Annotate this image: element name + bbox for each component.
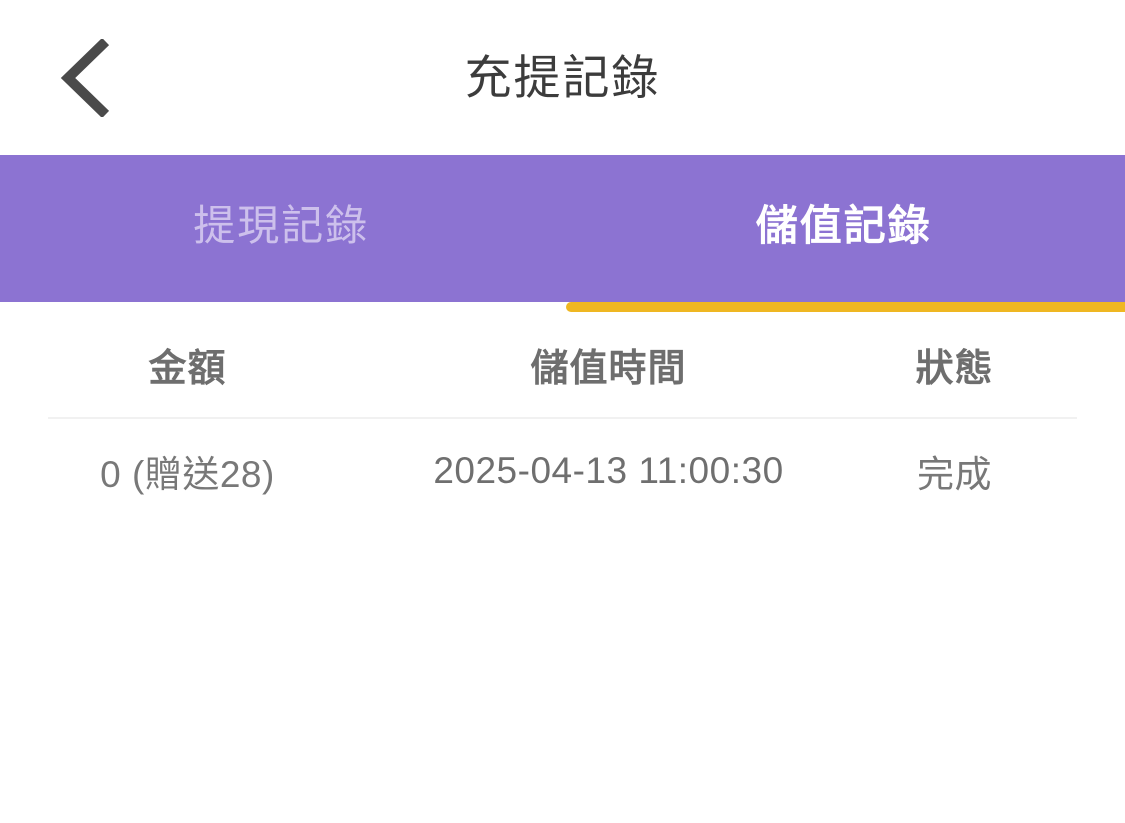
cell-status: 完成 [917, 454, 992, 495]
tab-withdrawal-record[interactable]: 提現記錄 [0, 155, 563, 302]
active-tab-indicator [566, 302, 1125, 312]
tab-withdrawal-record-label: 提現記錄 [193, 201, 370, 249]
page-title: 充提記錄 [464, 51, 661, 104]
column-header-amount: 金額 [148, 348, 227, 390]
table-header-row: 金額 儲值時間 狀態 [0, 312, 1125, 417]
column-header-time: 儲值時間 [530, 348, 687, 390]
chevron-left-icon [58, 38, 110, 117]
cell-time: 2025-04-13 11:00:30 [433, 450, 784, 491]
table-row[interactable]: 0 (贈送28) 2025-04-13 11:00:30 完成 [0, 419, 1125, 523]
tab-recharge-record[interactable]: 儲值記錄 [563, 155, 1125, 302]
app-header: 充提記錄 [0, 0, 1125, 155]
back-button[interactable] [36, 30, 132, 126]
tab-bar: 提現記錄 儲值記錄 [0, 155, 1125, 312]
record-table: 金額 儲值時間 狀態 0 (贈送28) 2025-04-13 11:00:30 … [0, 302, 1125, 823]
tab-recharge-record-label: 儲值記錄 [755, 201, 932, 249]
column-header-status: 狀態 [915, 348, 994, 390]
table-header-divider [48, 417, 1077, 419]
cell-amount: 0 (贈送28) [100, 454, 275, 495]
